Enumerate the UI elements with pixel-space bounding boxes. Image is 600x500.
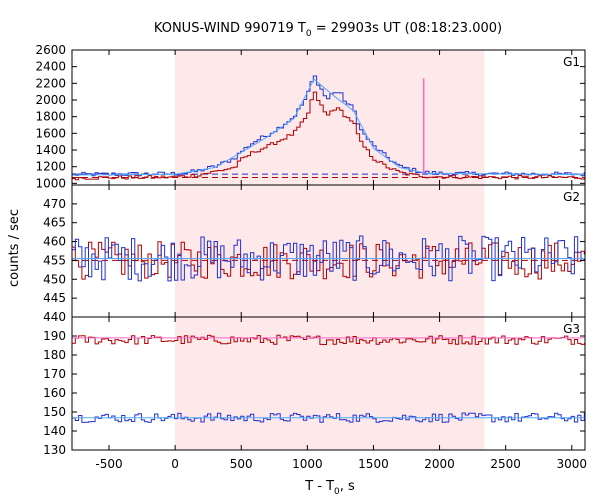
- series-red: [72, 334, 585, 345]
- y-tick-label: 1000: [35, 176, 66, 190]
- y-tick-label: 170: [43, 367, 66, 381]
- panels-group: 100012001400160018002000220024002600G144…: [35, 43, 587, 471]
- series-blue: [72, 412, 585, 423]
- y-tick-label: 470: [43, 197, 66, 211]
- panel-frame: [71, 316, 586, 451]
- y-tick-label: 140: [43, 424, 66, 438]
- x-tick-label: 1500: [358, 457, 389, 471]
- series-blue: [72, 235, 585, 282]
- panel-label-G2: G2: [563, 190, 580, 204]
- y-tick-label: 190: [43, 329, 66, 343]
- shaded-interval: [175, 50, 485, 450]
- x-tick-label: 3000: [557, 457, 588, 471]
- y-tick-label: 1200: [35, 160, 66, 174]
- x-tick-label: 1000: [292, 457, 323, 471]
- y-tick-label: 465: [43, 216, 66, 230]
- y-tick-label: 2200: [35, 76, 66, 90]
- y-tick-label: 180: [43, 348, 66, 362]
- y-tick-label: 160: [43, 386, 66, 400]
- y-tick-label: 2400: [35, 60, 66, 74]
- x-tick-label: -500: [95, 457, 122, 471]
- y-tick-label: 450: [43, 272, 66, 286]
- series-model-light_blue: [72, 78, 585, 176]
- x-tick-label: 2000: [424, 457, 455, 471]
- x-tick-label: 0: [171, 457, 179, 471]
- panel-G2: 440 445 450 455 460 465 470 G2: [43, 184, 586, 324]
- y-tick-label: 455: [43, 253, 66, 267]
- y-tick-label: 445: [43, 291, 66, 305]
- chart-title: KONUS-WIND 990719 T0 = 29903s UT (08:18:…: [154, 21, 502, 39]
- y-tick-label: 150: [43, 405, 66, 419]
- y-tick-label: 130: [43, 443, 66, 457]
- y-tick-label: 460: [43, 235, 66, 249]
- panel-label-G1: G1: [563, 55, 580, 69]
- y-tick-label: 1800: [35, 110, 66, 124]
- x-tick-label: 500: [230, 457, 253, 471]
- series-red: [72, 91, 585, 181]
- panel-label-G3: G3: [563, 322, 580, 336]
- y-tick-label: 1600: [35, 126, 66, 140]
- panel-G1: 1000 1200 1400 1600 1800 2000 2200 2400 2600 G1: [35, 43, 586, 190]
- x-tick-label: 2500: [490, 457, 521, 471]
- panel-G3: 130 140 150 160 170 180 190 G3: [43, 316, 586, 457]
- x-axis-label: T - T0, s: [304, 479, 355, 497]
- y-tick-label: 2000: [35, 93, 66, 107]
- y-tick-label: 440: [43, 310, 66, 324]
- y-tick-label: 1400: [35, 143, 66, 157]
- y-axis-label: counts / sec: [7, 209, 22, 287]
- y-tick-label: 2600: [35, 43, 66, 57]
